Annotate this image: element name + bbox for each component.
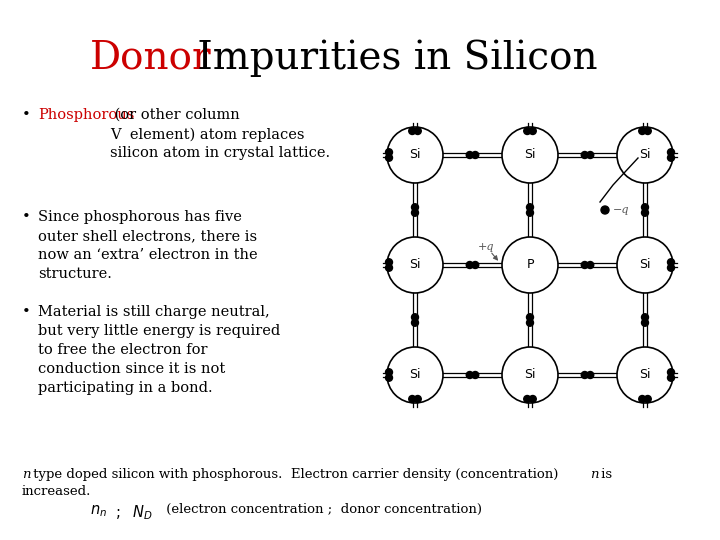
Text: Si: Si <box>524 368 536 381</box>
Text: (electron concentration ;  donor concentration): (electron concentration ; donor concentr… <box>162 503 482 516</box>
Circle shape <box>412 314 418 321</box>
Text: (or other column
V  element) atom replaces
silicon atom in crystal lattice.: (or other column V element) atom replace… <box>110 108 330 160</box>
Circle shape <box>502 347 558 403</box>
Circle shape <box>642 314 649 321</box>
Text: P: P <box>526 259 534 272</box>
Circle shape <box>385 154 392 161</box>
Circle shape <box>642 319 649 326</box>
Circle shape <box>526 204 534 211</box>
Circle shape <box>587 372 594 379</box>
Text: −q: −q <box>613 205 629 215</box>
Text: Si: Si <box>639 368 651 381</box>
Circle shape <box>644 127 652 134</box>
Text: $n_n$: $n_n$ <box>90 503 107 519</box>
Circle shape <box>617 237 673 293</box>
Text: Si: Si <box>409 148 420 161</box>
Text: $;\ \ N_D$: $;\ \ N_D$ <box>115 503 153 522</box>
Circle shape <box>581 372 588 379</box>
Text: type doped silicon with phosphorous.  Electron carrier density (concentration): type doped silicon with phosphorous. Ele… <box>29 468 562 481</box>
Circle shape <box>523 395 531 402</box>
Circle shape <box>581 152 588 159</box>
Circle shape <box>387 237 443 293</box>
Circle shape <box>472 372 479 379</box>
Circle shape <box>667 374 675 381</box>
Text: Donor: Donor <box>90 39 212 77</box>
Circle shape <box>467 372 473 379</box>
Text: Si: Si <box>639 259 651 272</box>
Circle shape <box>467 152 473 159</box>
Circle shape <box>414 127 421 134</box>
Circle shape <box>385 259 392 266</box>
Text: Phosphorous: Phosphorous <box>38 108 135 122</box>
Circle shape <box>409 127 415 134</box>
Circle shape <box>529 395 536 402</box>
Circle shape <box>581 261 588 268</box>
Circle shape <box>639 127 646 134</box>
Circle shape <box>526 209 534 216</box>
Text: +q: +q <box>478 242 495 252</box>
Circle shape <box>526 319 534 326</box>
Text: •: • <box>22 305 31 319</box>
Circle shape <box>412 209 418 216</box>
Circle shape <box>667 264 675 271</box>
Circle shape <box>587 152 594 159</box>
Circle shape <box>385 148 392 156</box>
Circle shape <box>412 319 418 326</box>
Text: is: is <box>597 468 612 481</box>
Circle shape <box>523 127 531 134</box>
Text: •: • <box>22 108 31 122</box>
Circle shape <box>642 204 649 211</box>
Circle shape <box>667 148 675 156</box>
Text: Si: Si <box>409 259 420 272</box>
Text: n: n <box>590 468 598 481</box>
Circle shape <box>642 209 649 216</box>
Text: Si: Si <box>524 148 536 161</box>
Circle shape <box>385 264 392 271</box>
Circle shape <box>667 259 675 266</box>
Circle shape <box>385 374 392 381</box>
Circle shape <box>502 127 558 183</box>
Circle shape <box>467 261 473 268</box>
Circle shape <box>412 204 418 211</box>
Text: Si: Si <box>409 368 420 381</box>
Circle shape <box>587 261 594 268</box>
Circle shape <box>644 395 652 402</box>
Circle shape <box>414 395 421 402</box>
Text: •: • <box>22 210 31 224</box>
Text: n: n <box>22 468 30 481</box>
Text: Si: Si <box>639 148 651 161</box>
Circle shape <box>387 347 443 403</box>
Circle shape <box>617 127 673 183</box>
Circle shape <box>526 314 534 321</box>
Text: Since phosphorous has five
outer shell electrons, there is
now an ‘extra’ electr: Since phosphorous has five outer shell e… <box>38 210 258 281</box>
Circle shape <box>601 206 609 214</box>
Circle shape <box>502 237 558 293</box>
Circle shape <box>387 127 443 183</box>
Text: Material is still charge neutral,
but very little energy is required
to free the: Material is still charge neutral, but ve… <box>38 305 280 395</box>
Circle shape <box>409 395 415 402</box>
Circle shape <box>667 369 675 376</box>
Text: Impurities in Silicon: Impurities in Silicon <box>185 39 598 77</box>
Circle shape <box>472 152 479 159</box>
Circle shape <box>667 154 675 161</box>
Circle shape <box>617 347 673 403</box>
Circle shape <box>385 369 392 376</box>
Circle shape <box>529 127 536 134</box>
Circle shape <box>472 261 479 268</box>
Text: increased.: increased. <box>22 485 91 498</box>
Circle shape <box>639 395 646 402</box>
